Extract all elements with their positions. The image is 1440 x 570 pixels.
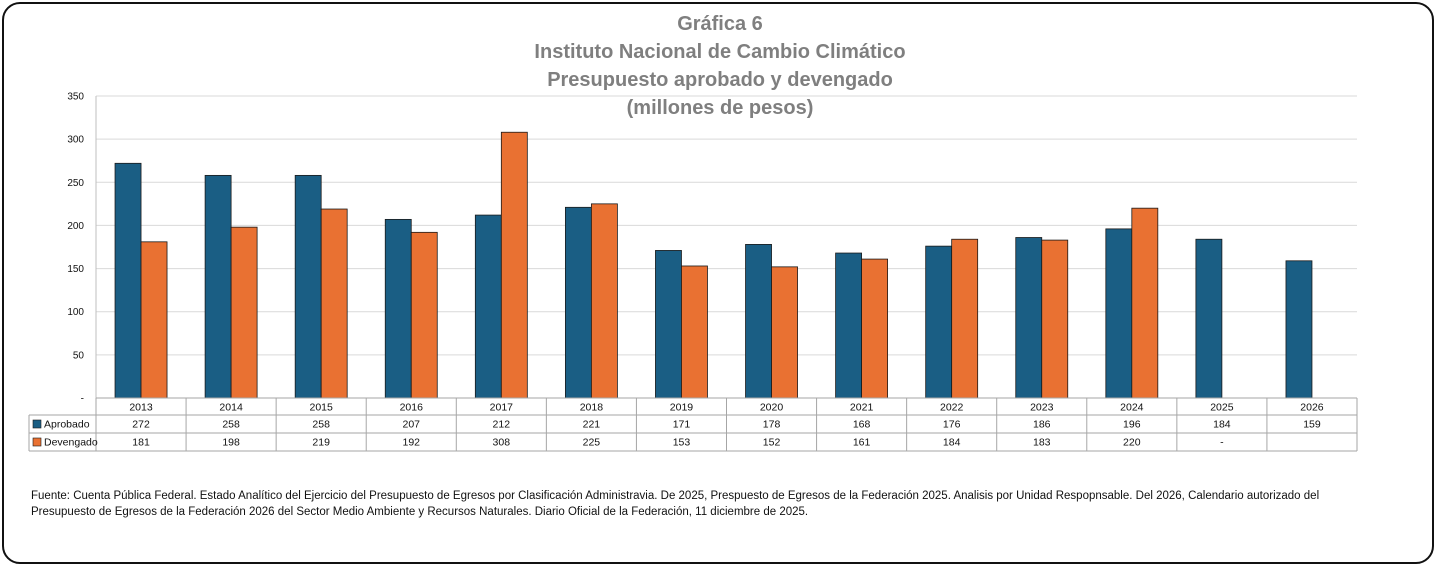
data-label-aprobado: 176	[943, 419, 961, 431]
data-label-devengado: 152	[763, 437, 781, 449]
chart-title-line-4: (millones de pesos)	[626, 97, 814, 119]
x-category-label: 2026	[1300, 402, 1324, 414]
x-category-label: 2016	[400, 402, 424, 414]
bar-aprobado-2025	[1195, 238, 1223, 399]
data-label-aprobado: 196	[1123, 419, 1141, 431]
bar-devengado-2017	[500, 131, 528, 399]
bar-devengado-2021	[861, 258, 889, 399]
data-label-aprobado: 221	[583, 419, 601, 431]
bar-devengado-2023	[1041, 239, 1069, 399]
bar-aprobado-2019	[655, 250, 682, 399]
y-tick-label: 200	[67, 221, 84, 232]
x-category-label: 2023	[1030, 402, 1054, 414]
data-label-aprobado: 258	[222, 419, 240, 431]
data-label-devengado: 153	[673, 437, 691, 449]
data-label-devengado: 161	[853, 437, 871, 449]
bar-devengado-2018	[590, 203, 618, 399]
data-label-devengado: 184	[943, 437, 961, 449]
data-label-aprobado: 184	[1213, 419, 1231, 431]
legend-swatch-aprobado	[32, 419, 42, 429]
y-tick-label: 300	[67, 135, 84, 146]
y-tick-label: 250	[67, 178, 84, 189]
source-note: Fuente: Cuenta Pública Federal. Estado A…	[31, 490, 1320, 518]
bar-devengado-2019	[681, 265, 708, 399]
x-category-label: 2024	[1120, 402, 1144, 414]
data-label-devengado: 225	[583, 437, 601, 449]
bar-aprobado-2017	[474, 214, 502, 399]
bar-aprobado-2022	[925, 245, 953, 399]
x-category-label: 2022	[940, 402, 964, 414]
data-label-devengado: -	[1220, 437, 1224, 449]
bar-aprobado-2023	[1015, 237, 1043, 399]
data-label-aprobado: 207	[402, 419, 420, 431]
bar-aprobado-2020	[745, 244, 772, 399]
x-category-label: 2013	[129, 402, 153, 414]
data-label-devengado: 198	[222, 437, 240, 449]
chart-title-line-2: Instituto Nacional de Cambio Climático	[534, 41, 906, 63]
chart-title-block: Gráfica 6 Instituto Nacional de Cambio C…	[420, 10, 1020, 122]
bar-aprobado-2015	[294, 174, 322, 399]
data-label-devengado: 192	[402, 437, 420, 449]
bar-devengado-2014	[230, 226, 258, 399]
y-tick-label: 350	[67, 92, 84, 103]
data-label-aprobado: 258	[312, 419, 330, 431]
data-label-aprobado: 212	[493, 419, 511, 431]
y-tick-label: -	[81, 394, 84, 405]
bar-aprobado-2021	[835, 252, 863, 399]
bar-devengado-2022	[951, 238, 979, 399]
bar-devengado-2015	[320, 208, 348, 399]
data-label-aprobado: 272	[132, 419, 150, 431]
legend-label-devengado: Devengado	[44, 437, 98, 449]
y-tick-label: 100	[67, 307, 84, 318]
bar-aprobado-2024	[1105, 228, 1133, 399]
y-tick-label: 150	[67, 264, 84, 275]
legend-label-aprobado: Aprobado	[44, 419, 90, 431]
bar-aprobado-2014	[204, 174, 232, 399]
data-label-aprobado: 171	[673, 419, 691, 431]
data-label-aprobado: 178	[763, 419, 781, 431]
bar-devengado-2016	[410, 231, 438, 399]
chart-title-line-3: Presupuesto aprobado y devengado	[547, 69, 893, 91]
data-label-aprobado: 186	[1033, 419, 1051, 431]
bar-aprobado-2018	[564, 206, 592, 399]
data-label-devengado: 183	[1033, 437, 1051, 449]
bar-devengado-2013	[140, 241, 168, 399]
bar-devengado-2024	[1131, 207, 1159, 399]
x-category-label: 2019	[670, 402, 694, 414]
y-tick-label: 50	[73, 350, 85, 361]
data-label-devengado: 219	[312, 437, 330, 449]
legend-swatch-devengado	[32, 437, 42, 447]
data-label-devengado: 181	[132, 437, 150, 449]
bar-aprobado-2016	[384, 218, 412, 399]
x-category-label: 2021	[850, 402, 874, 414]
x-category-label: 2015	[309, 402, 333, 414]
data-label-aprobado: 168	[853, 419, 871, 431]
data-label-devengado: 308	[493, 437, 511, 449]
x-category-label: 2025	[1210, 402, 1234, 414]
data-label-devengado: 220	[1123, 437, 1141, 449]
x-category-label: 2017	[490, 402, 514, 414]
data-label-aprobado: 159	[1303, 419, 1321, 431]
x-category-label: 2020	[760, 402, 784, 414]
chart-title-line-1: Gráfica 6	[677, 13, 763, 35]
bar-aprobado-2013	[114, 162, 142, 399]
x-category-label: 2018	[580, 402, 604, 414]
x-category-label: 2014	[219, 402, 243, 414]
bar-devengado-2020	[771, 266, 798, 399]
bar-aprobado-2026	[1285, 260, 1313, 399]
